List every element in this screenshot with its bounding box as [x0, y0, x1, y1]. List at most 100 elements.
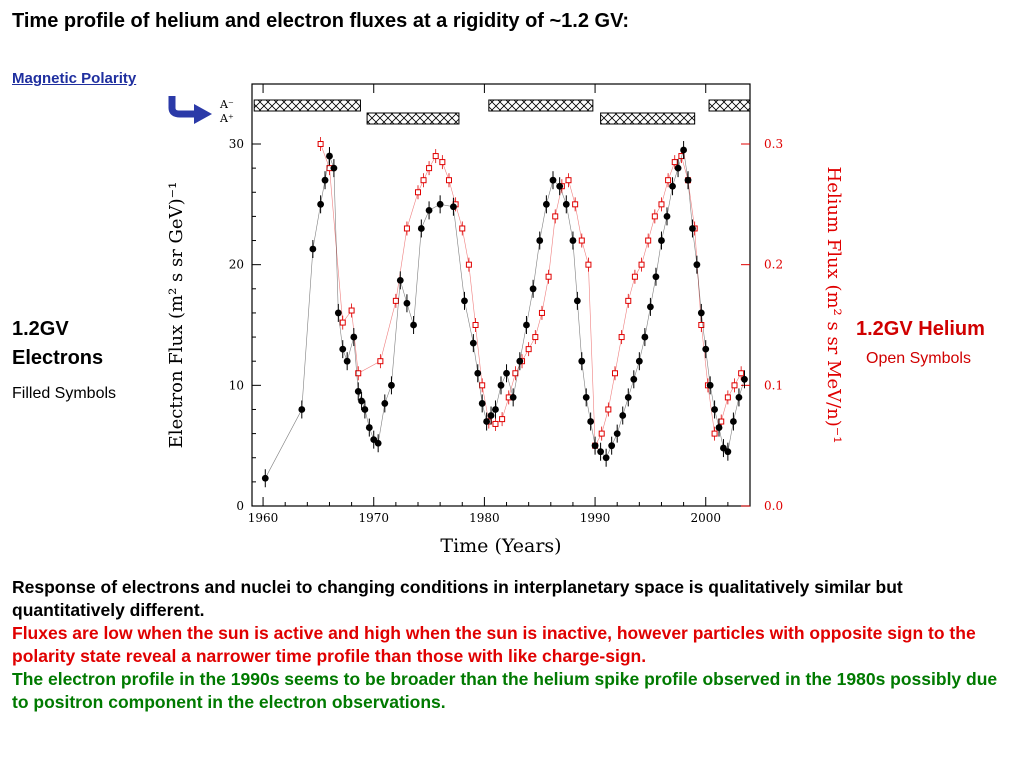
y-right-tick-label-0.0: 0.0 — [764, 499, 783, 513]
electron-point — [343, 357, 351, 365]
electron-point — [652, 273, 660, 281]
helium-point — [611, 370, 618, 377]
electron-point — [261, 474, 269, 482]
electron-point — [487, 412, 495, 419]
helium-point — [552, 213, 559, 220]
helium-point — [472, 322, 479, 328]
electron-point — [483, 418, 491, 425]
x-tick-label-2000: 2000 — [690, 511, 721, 525]
caption-green-text: The electron profile in the 1990s seems … — [12, 669, 998, 712]
electron-point — [641, 333, 649, 341]
helium-point — [724, 394, 731, 401]
electron-point — [658, 237, 665, 244]
flux-time-chart: A⁻A⁺ 1960 1970 1980 1990 2000 0 10 20 30 0.0 0.1 0.… — [166, 83, 844, 558]
electron-point — [309, 245, 317, 253]
electron-point — [396, 276, 404, 284]
electron-point — [330, 164, 338, 172]
helium-point — [339, 319, 346, 326]
helium-point — [665, 177, 672, 184]
caption-block: Response of electrons and nuclei to chan… — [12, 576, 1012, 714]
electron-point — [613, 430, 621, 437]
polarity-bar-3 — [600, 112, 696, 125]
electron-point — [436, 200, 444, 208]
helium-point — [572, 201, 579, 208]
electron-series — [261, 141, 748, 488]
electron-point — [317, 200, 325, 208]
electrons-label-name: Electrons — [12, 347, 104, 369]
helium-point — [625, 297, 632, 304]
y-left-tick-label-20: 20 — [229, 258, 244, 272]
electron-point — [350, 333, 358, 341]
y-right-tick-label-0.1: 0.1 — [764, 378, 783, 392]
electron-point — [569, 237, 577, 244]
electron-point — [516, 357, 524, 365]
electron-point — [582, 394, 590, 401]
helium-point — [355, 370, 362, 377]
electron-point — [326, 152, 333, 160]
y-left-tick-label-10: 10 — [229, 378, 244, 392]
electron-point — [735, 394, 743, 401]
electron-point — [425, 206, 433, 214]
helium-point — [618, 334, 625, 341]
helium-point — [585, 261, 592, 268]
helium-point — [545, 273, 552, 280]
helium-point — [538, 309, 545, 316]
polarity-label-plus: A⁺ — [219, 112, 234, 125]
electron-point — [635, 357, 643, 365]
electron-point — [597, 448, 604, 456]
electron-point — [403, 299, 411, 307]
x-tick-label-1960: 1960 — [248, 511, 279, 525]
polarity-bar-1 — [366, 112, 460, 125]
electron-point — [608, 442, 616, 450]
electron-point — [365, 424, 373, 431]
helium-point — [565, 177, 572, 184]
x-axis-label: Time (Years) — [440, 535, 561, 557]
electron-point — [647, 303, 654, 311]
helium-point — [651, 213, 658, 220]
helium-point — [578, 237, 585, 244]
helium-point — [698, 322, 705, 328]
electron-point — [591, 442, 599, 450]
helium-point — [638, 261, 645, 268]
electron-point — [680, 146, 687, 154]
electron-point — [674, 164, 682, 172]
y-left-axis-label: Electron Flux (m² s sr GeV)⁻¹ — [166, 182, 187, 449]
x-tick-label-1990: 1990 — [580, 511, 611, 525]
helium-point — [459, 225, 466, 232]
helium-trend-line — [320, 143, 742, 447]
slide-title: Time profile of helium and electron flux… — [12, 10, 629, 32]
electron-point — [587, 418, 595, 425]
helium-point — [525, 346, 532, 353]
electron-point — [697, 309, 705, 317]
electron-point — [298, 406, 306, 413]
electron-point — [663, 213, 671, 220]
electron-point — [741, 375, 748, 383]
axis-labels: Time (Years) Electron Flux (m² s sr GeV)⁻… — [166, 167, 844, 558]
electron-point — [536, 237, 544, 244]
helium-point — [403, 225, 410, 232]
electron-point — [358, 397, 365, 405]
electron-point — [381, 400, 389, 407]
helium-point — [492, 420, 499, 427]
helium-point — [499, 416, 506, 423]
helium-point — [445, 177, 452, 184]
helium-series — [317, 137, 745, 453]
electron-point — [388, 381, 395, 389]
electron-point — [450, 203, 457, 211]
electron-point — [724, 448, 732, 456]
helium-point — [420, 177, 427, 184]
electron-point — [693, 261, 701, 269]
helium-point — [392, 297, 399, 304]
electron-point — [573, 297, 581, 305]
polarity-bar-4 — [708, 99, 751, 112]
electron-point — [410, 321, 417, 329]
electron-point — [417, 225, 425, 232]
electron-point — [529, 285, 537, 293]
magnetic-polarity-link[interactable]: Magnetic Polarity — [12, 70, 137, 87]
electron-point — [730, 418, 737, 425]
electron-point — [549, 176, 557, 184]
helium-point — [738, 370, 745, 377]
electron-point — [492, 406, 499, 413]
polarity-arrow-icon — [168, 96, 212, 124]
y-right-tick-label-0.2: 0.2 — [764, 258, 783, 272]
